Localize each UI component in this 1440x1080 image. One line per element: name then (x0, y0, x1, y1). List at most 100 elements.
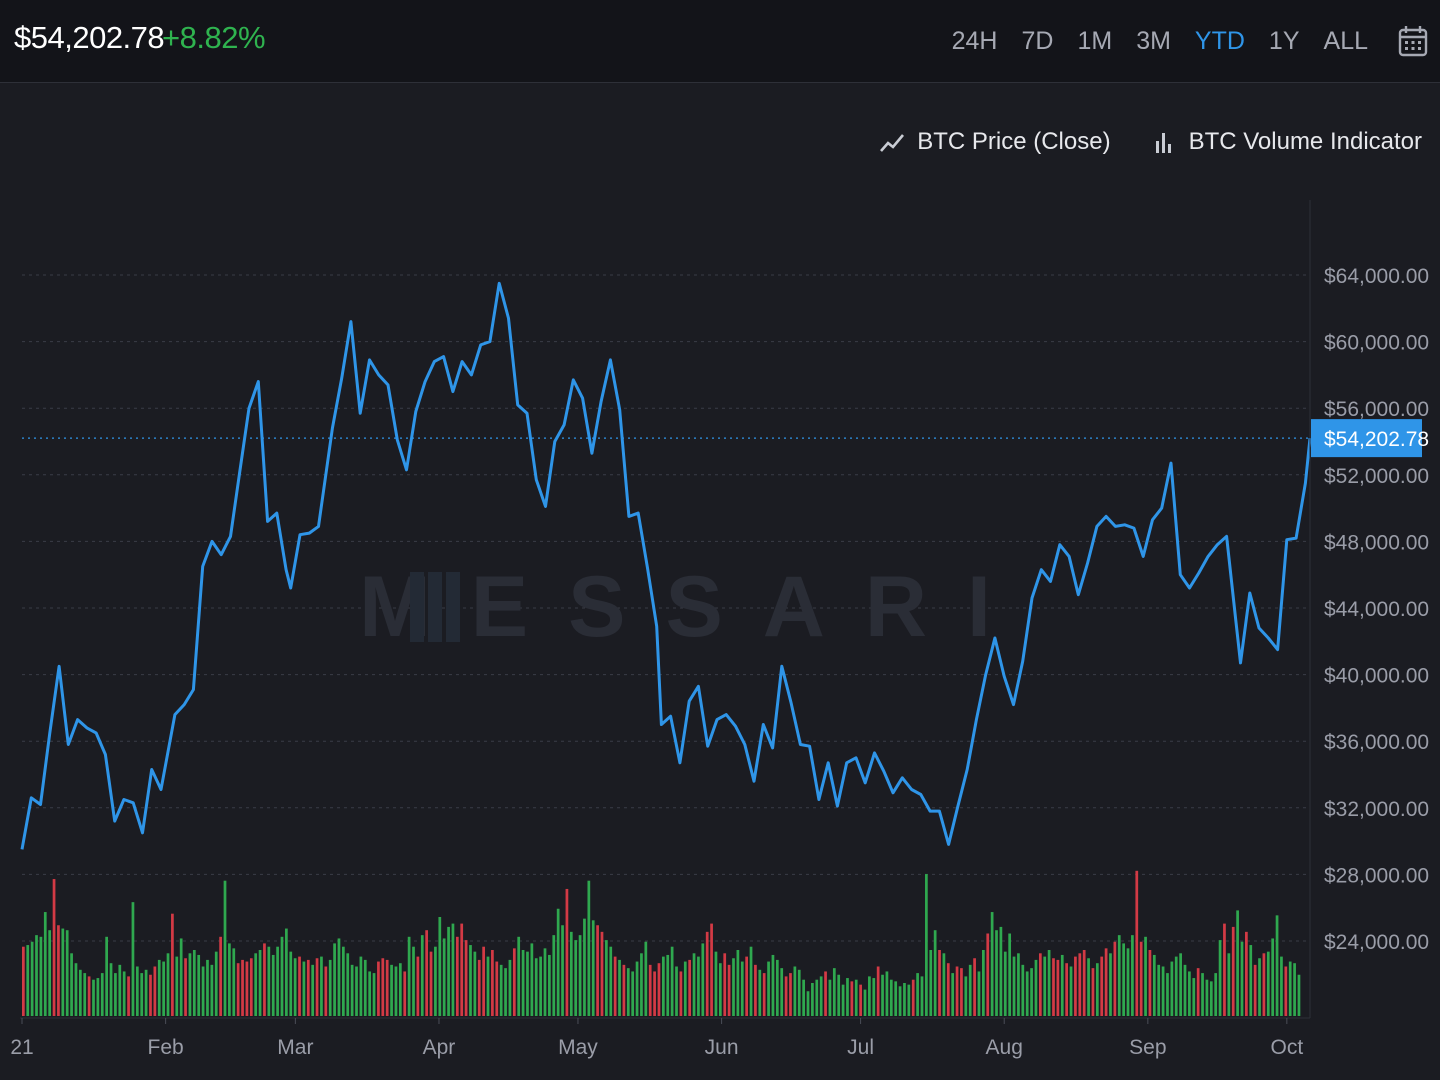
y-tick-label: $56,000.00 (1324, 398, 1429, 421)
volume-bar (429, 951, 433, 1016)
volume-bar (749, 946, 753, 1016)
volume-bar (412, 946, 415, 1016)
volume-bar (1074, 956, 1077, 1016)
volume-bar (561, 925, 564, 1016)
volume-bar (530, 943, 534, 1016)
volume-bar (1201, 973, 1204, 1016)
volume-bar (740, 961, 744, 1016)
current-price: $54,202.78 (14, 20, 165, 55)
volume-bar (955, 966, 959, 1016)
range-7d[interactable]: 7D (1021, 27, 1054, 55)
volume-bar (372, 973, 376, 1016)
volume-bar (648, 964, 652, 1016)
volume-bar (1091, 968, 1095, 1016)
volume-bar (1174, 956, 1178, 1016)
volume-bar (951, 973, 955, 1016)
volume-bar (1135, 870, 1139, 1016)
volume-bar (100, 973, 104, 1016)
volume-bar (679, 971, 683, 1016)
volume-bar (1003, 951, 1007, 1016)
volume-bar (911, 979, 915, 1016)
volume-bar (499, 964, 503, 1016)
volume-bar (1144, 936, 1147, 1016)
volume-bar (762, 973, 766, 1016)
volume-bar (210, 964, 214, 1016)
volume-bar (745, 956, 749, 1016)
volume-bar (52, 879, 56, 1016)
volume-bar (1284, 966, 1288, 1016)
volume-bar (583, 918, 586, 1016)
volume-bar (285, 928, 288, 1016)
volume-bar (723, 953, 727, 1016)
volume-bar (683, 961, 687, 1016)
volume-bar (938, 950, 941, 1016)
volume-bar (201, 966, 205, 1016)
volume-bar (306, 959, 310, 1016)
volume-bar (114, 973, 117, 1016)
volume-bar (802, 979, 805, 1016)
volume-bar (280, 936, 284, 1016)
volume-bar (464, 940, 468, 1016)
volume-bar (192, 950, 196, 1016)
calendar-icon[interactable] (1398, 25, 1428, 57)
volume-bar (74, 963, 78, 1016)
volume-bar (982, 950, 985, 1016)
volume-bar (236, 963, 240, 1016)
volume-bar (692, 953, 696, 1016)
volume-bar (929, 950, 933, 1016)
volume-bar (631, 971, 635, 1016)
volume-bar (1271, 938, 1275, 1016)
volume-bar (626, 968, 630, 1016)
price-line (20, 281, 1312, 850)
volume-bar (552, 935, 556, 1016)
volume-bar (425, 930, 429, 1016)
range-ytd[interactable]: YTD (1194, 27, 1245, 55)
volume-bar (1218, 940, 1222, 1016)
volume-bar (1183, 964, 1187, 1016)
legend-price[interactable]: BTC Price (Close) (879, 128, 1111, 156)
volume-bar (258, 950, 262, 1016)
legend-volume[interactable]: BTC Volume Indicator (1151, 128, 1422, 156)
volume-bar (1065, 963, 1069, 1016)
range-3m[interactable]: 3M (1136, 27, 1171, 55)
volume-bar (394, 966, 398, 1016)
volume-bar (898, 986, 902, 1016)
volume-bar (1297, 974, 1301, 1016)
volume-bar (223, 880, 227, 1016)
volume-bar (1017, 953, 1020, 1016)
y-tick-label: $24,000.00 (1324, 931, 1429, 954)
volume-bar (416, 956, 420, 1016)
volume-bar (578, 935, 582, 1016)
volume-bar (26, 945, 30, 1016)
volume-bar (556, 908, 560, 1016)
volume-bar (87, 976, 91, 1016)
volume-bar (1152, 954, 1156, 1016)
volume-bar (907, 984, 911, 1016)
range-1m[interactable]: 1M (1077, 27, 1113, 55)
volume-bar (35, 935, 38, 1016)
range-all[interactable]: ALL (1323, 27, 1368, 55)
y-tick-label: $44,000.00 (1324, 598, 1429, 621)
watermark: MESSARI (359, 559, 1031, 655)
y-tick-label: $60,000.00 (1324, 332, 1429, 355)
volume-bar (780, 968, 784, 1016)
volume-bar (206, 959, 209, 1016)
volume-bar (473, 951, 477, 1016)
volume-bar (714, 951, 718, 1016)
y-axis: $64,000.00 $60,000.00 $56,000.00 $52,000.00… (1309, 200, 1429, 1018)
volume-bar (1078, 953, 1082, 1016)
volume-bar (635, 961, 639, 1016)
volume-bar (1214, 973, 1218, 1016)
range-24h[interactable]: 24H (951, 27, 998, 55)
volume-bar (811, 983, 814, 1016)
volume-bar (350, 964, 354, 1016)
volume-bar (171, 913, 174, 1016)
volume-bar (828, 979, 832, 1016)
volume-bar (1109, 953, 1112, 1016)
volume-bar (885, 971, 889, 1016)
volume-bar (263, 943, 266, 1016)
volume-bar (767, 961, 770, 1016)
volume-bar (705, 931, 709, 1016)
range-1y[interactable]: 1Y (1268, 27, 1300, 55)
volume-bar (346, 953, 350, 1016)
